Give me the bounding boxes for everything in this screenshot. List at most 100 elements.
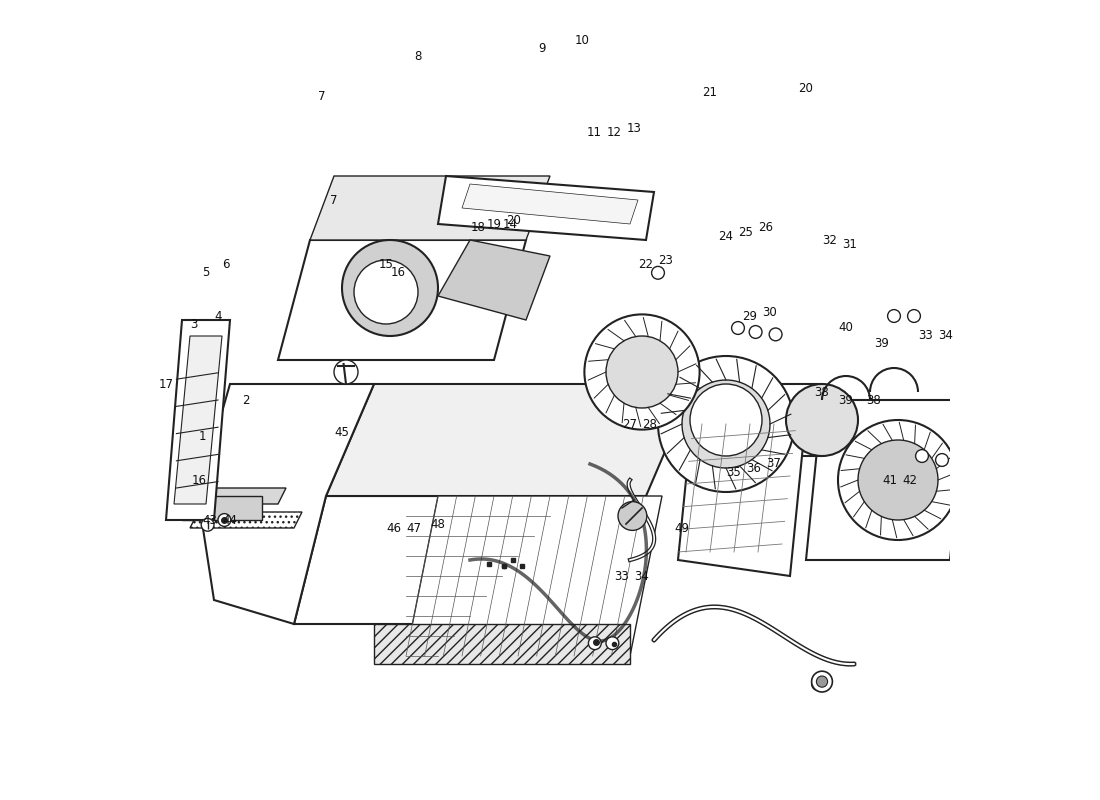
Polygon shape <box>406 496 662 656</box>
Circle shape <box>354 260 418 324</box>
Text: 39: 39 <box>874 338 890 350</box>
Circle shape <box>769 328 782 341</box>
Text: 23: 23 <box>659 254 673 266</box>
Text: 27: 27 <box>623 418 638 430</box>
Text: 13: 13 <box>627 122 641 134</box>
Circle shape <box>816 676 827 687</box>
Text: 49: 49 <box>674 522 690 534</box>
Text: 29: 29 <box>742 310 758 322</box>
Text: 19: 19 <box>486 218 502 230</box>
Text: 38: 38 <box>867 394 881 406</box>
Polygon shape <box>174 336 222 504</box>
Text: 26: 26 <box>759 222 773 234</box>
Polygon shape <box>198 384 374 624</box>
Circle shape <box>888 310 901 322</box>
Text: 45: 45 <box>334 426 350 438</box>
Circle shape <box>342 240 438 336</box>
Circle shape <box>606 637 619 650</box>
Text: 46: 46 <box>386 522 402 534</box>
Text: 24: 24 <box>718 230 734 242</box>
Text: 31: 31 <box>843 238 857 250</box>
Text: 34: 34 <box>635 570 649 582</box>
Text: 7: 7 <box>318 90 326 102</box>
Text: 7: 7 <box>330 194 338 206</box>
Text: 30: 30 <box>762 306 778 318</box>
Text: 42: 42 <box>902 474 917 486</box>
Circle shape <box>201 518 214 531</box>
Circle shape <box>690 384 762 456</box>
Text: 48: 48 <box>430 518 446 530</box>
Text: 41: 41 <box>882 474 898 486</box>
Circle shape <box>908 310 921 322</box>
Text: 43: 43 <box>202 514 218 526</box>
Text: 40: 40 <box>838 322 854 334</box>
Polygon shape <box>182 488 286 504</box>
Polygon shape <box>326 384 694 496</box>
Text: 44: 44 <box>222 514 238 526</box>
Circle shape <box>618 502 647 530</box>
Polygon shape <box>190 512 302 528</box>
Text: 21: 21 <box>703 86 717 98</box>
Text: 9: 9 <box>538 42 546 54</box>
Circle shape <box>606 336 678 408</box>
Circle shape <box>334 360 358 384</box>
Circle shape <box>658 356 794 492</box>
Text: 20: 20 <box>799 82 813 94</box>
Circle shape <box>812 671 833 692</box>
Polygon shape <box>310 176 550 240</box>
Polygon shape <box>438 240 550 320</box>
Circle shape <box>915 450 928 462</box>
Polygon shape <box>278 240 526 360</box>
Text: 22: 22 <box>638 258 653 270</box>
Circle shape <box>749 326 762 338</box>
Circle shape <box>732 322 745 334</box>
Text: 5: 5 <box>202 266 210 278</box>
Text: 8: 8 <box>415 50 421 62</box>
Text: 33: 33 <box>615 570 629 582</box>
Text: 14: 14 <box>503 218 517 230</box>
Text: 2: 2 <box>242 394 250 406</box>
Polygon shape <box>294 496 646 624</box>
Text: 39: 39 <box>838 394 854 406</box>
Circle shape <box>936 454 948 466</box>
Polygon shape <box>374 624 630 664</box>
Text: 3: 3 <box>190 318 198 330</box>
Polygon shape <box>462 184 638 224</box>
Text: 12: 12 <box>606 126 621 138</box>
Text: 25: 25 <box>738 226 754 238</box>
Text: 15: 15 <box>378 258 394 270</box>
Text: 34: 34 <box>938 330 954 342</box>
Circle shape <box>682 380 770 468</box>
Circle shape <box>838 420 958 540</box>
Text: 36: 36 <box>747 462 761 474</box>
Text: 28: 28 <box>642 418 658 430</box>
Text: 17: 17 <box>158 378 174 390</box>
Text: 20: 20 <box>507 214 521 226</box>
Text: 16: 16 <box>390 266 406 278</box>
Polygon shape <box>678 400 806 576</box>
Text: 10: 10 <box>574 34 590 46</box>
Polygon shape <box>806 400 966 560</box>
Text: 6: 6 <box>222 258 230 270</box>
Circle shape <box>218 514 231 526</box>
Polygon shape <box>726 384 822 456</box>
Circle shape <box>584 314 700 430</box>
Text: 37: 37 <box>767 458 781 470</box>
Text: 33: 33 <box>918 330 934 342</box>
Polygon shape <box>438 176 654 240</box>
Polygon shape <box>166 320 230 520</box>
Text: 18: 18 <box>471 222 485 234</box>
Text: 32: 32 <box>823 234 837 246</box>
Text: 11: 11 <box>586 126 602 138</box>
Circle shape <box>651 266 664 279</box>
Text: 35: 35 <box>727 466 741 478</box>
Text: 1: 1 <box>198 430 206 442</box>
Circle shape <box>588 637 602 650</box>
Circle shape <box>812 678 824 690</box>
Text: 16: 16 <box>192 474 207 486</box>
Text: 38: 38 <box>815 386 829 398</box>
Circle shape <box>858 440 938 520</box>
Text: 47: 47 <box>407 522 421 534</box>
Text: 4: 4 <box>214 310 222 322</box>
Circle shape <box>786 384 858 456</box>
